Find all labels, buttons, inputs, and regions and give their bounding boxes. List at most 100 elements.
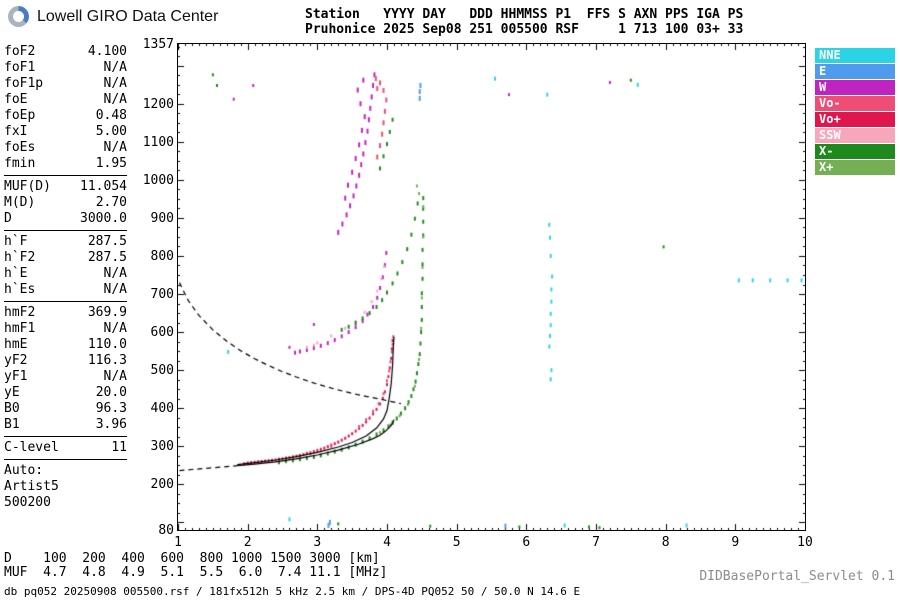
- parameter-label: foF1p: [4, 76, 44, 91]
- parameter-value: N/A: [103, 76, 127, 91]
- parameter-value: N/A: [103, 321, 127, 336]
- parameter-value: N/A: [103, 60, 127, 75]
- parameter-label: foE: [4, 92, 28, 107]
- parameter-label: fxI: [4, 124, 28, 139]
- x-tick-label: 2: [243, 535, 252, 550]
- parameter-row: h`Es N/A: [4, 282, 127, 298]
- parameter-row: h`E N/A: [4, 266, 127, 282]
- y-tick-label: 800: [150, 248, 174, 264]
- panel-divider: [4, 301, 127, 302]
- parameter-row: hmF1 N/A: [4, 321, 127, 337]
- y-tick-label: 80: [158, 523, 174, 538]
- legend: NNE E W Vo- Vo+ SSW X- X+: [815, 48, 895, 176]
- parameter-label: h`Es: [4, 282, 36, 297]
- y-tick-label: 700: [150, 287, 174, 303]
- giro-logo-icon: [8, 6, 29, 27]
- parameter-label: hmF2: [4, 305, 36, 320]
- parameter-value: N/A: [103, 369, 127, 384]
- station-header-line1: Station YYYY DAY DDD HHMMSS P1 FFS S AXN…: [305, 7, 744, 22]
- parameter-label: Artist5: [4, 479, 59, 494]
- x-tick-label: 10: [797, 535, 813, 550]
- y-tick-label: 1357: [142, 37, 174, 52]
- parameter-value: 116.3: [87, 353, 127, 368]
- parameter-value: 369.9: [87, 305, 127, 320]
- footer-file-info: db pq052 20250908 005500.rsf / 181fx512h…: [4, 585, 581, 598]
- y-tick-label: 500: [150, 363, 174, 379]
- parameter-value: 96.3: [95, 401, 127, 416]
- parameter-label: B0: [4, 401, 20, 416]
- parameter-row: foE N/A: [4, 92, 127, 108]
- x-tick-label: 8: [661, 535, 670, 550]
- x-tick-label: 3: [313, 535, 322, 550]
- parameter-label: yF1: [4, 369, 28, 384]
- x-tick-label: 7: [592, 535, 600, 550]
- parameter-row: yF1 N/A: [4, 369, 127, 385]
- parameter-label: foF1: [4, 60, 36, 75]
- parameter-row: yF2 116.3: [4, 353, 127, 369]
- parameter-row: MUF(D) 11.054: [4, 179, 127, 195]
- parameter-value: 11.054: [80, 179, 127, 194]
- panel-divider: [4, 175, 127, 176]
- parameter-row: D 3000.0: [4, 211, 127, 227]
- parameter-value: N/A: [103, 92, 127, 107]
- parameter-value: 1.95: [95, 156, 127, 171]
- ionogram-canvas: [178, 44, 805, 530]
- parameter-label: hmE: [4, 337, 28, 352]
- parameter-row: 500200: [4, 495, 127, 511]
- x-tick-label: 9: [731, 535, 740, 550]
- parameter-value: 2.70: [95, 195, 127, 210]
- parameter-label: foEp: [4, 108, 36, 123]
- station-header-line2: Pruhonice 2025 Sep08 251 005500 RSF 1 71…: [305, 22, 744, 37]
- parameter-label: h`F: [4, 234, 28, 249]
- x-tick-label: 6: [522, 535, 531, 550]
- parameter-value: 0.48: [95, 108, 127, 123]
- legend-item-ssw: SSW: [815, 128, 895, 143]
- parameter-row: foEs N/A: [4, 140, 127, 156]
- parameter-row: Auto:: [4, 463, 127, 479]
- parameter-label: fmin: [4, 156, 36, 171]
- parameter-label: MUF(D): [4, 179, 51, 194]
- parameter-row: yE 20.0: [4, 385, 127, 401]
- parameter-row: C-level 11: [4, 440, 127, 456]
- legend-item-vo-: Vo+: [815, 112, 895, 127]
- parameter-row: hmE 110.0: [4, 337, 127, 353]
- parameter-label: 500200: [4, 495, 51, 510]
- station-header: Station YYYY DAY DDD HHMMSS P1 FFS S AXN…: [305, 7, 743, 37]
- legend-item-e: E: [815, 64, 895, 79]
- parameter-label: foEs: [4, 140, 36, 155]
- parameter-label: Auto:: [4, 463, 44, 478]
- brand-title: Lowell GIRO Data Center: [37, 7, 219, 25]
- parameter-value: 5.00: [95, 124, 127, 139]
- parameter-value: 11: [111, 440, 127, 455]
- muf-row: MUF 4.7 4.8 4.9 5.1 5.5 6.0 7.4 11.1 [MH…: [4, 565, 388, 580]
- legend-item-x-: X-: [815, 144, 895, 159]
- y-tick-label: 200: [150, 477, 174, 493]
- parameter-value: 287.5: [87, 234, 127, 249]
- parameter-label: hmF1: [4, 321, 36, 336]
- parameter-row: foEp 0.48: [4, 108, 127, 124]
- parameter-value: 3000.0: [80, 211, 127, 226]
- ionogram-plot: [177, 43, 806, 531]
- parameter-row: hmF2 369.9: [4, 305, 127, 321]
- x-tick-label: 1: [174, 535, 182, 550]
- d-row: D 100 200 400 600 800 1000 1500 3000 [km…: [4, 551, 380, 566]
- parameter-panel: foF2 4.100 foF1 N/A foF1p N/A foE N/A foEp 0.48 fx…: [4, 44, 127, 511]
- parameter-label: foF2: [4, 44, 36, 59]
- parameter-row: B1 3.96: [4, 417, 127, 433]
- parameter-label: D: [4, 211, 12, 226]
- parameter-value: N/A: [103, 282, 127, 297]
- parameter-row: fxI 5.00: [4, 124, 127, 140]
- parameter-row: foF1 N/A: [4, 60, 127, 76]
- parameter-value: 20.0: [95, 385, 127, 400]
- parameter-row: h`F2 287.5: [4, 250, 127, 266]
- panel-divider: [4, 459, 127, 460]
- parameter-label: yF2: [4, 353, 28, 368]
- parameter-row: Artist5: [4, 479, 127, 495]
- parameter-value: 4.100: [87, 44, 127, 59]
- panel-divider: [4, 436, 127, 437]
- parameter-row: foF1p N/A: [4, 76, 127, 92]
- parameter-value: N/A: [103, 140, 127, 155]
- parameter-row: fmin 1.95: [4, 156, 127, 172]
- parameter-row: foF2 4.100: [4, 44, 127, 60]
- y-tick-label: 900: [150, 210, 174, 226]
